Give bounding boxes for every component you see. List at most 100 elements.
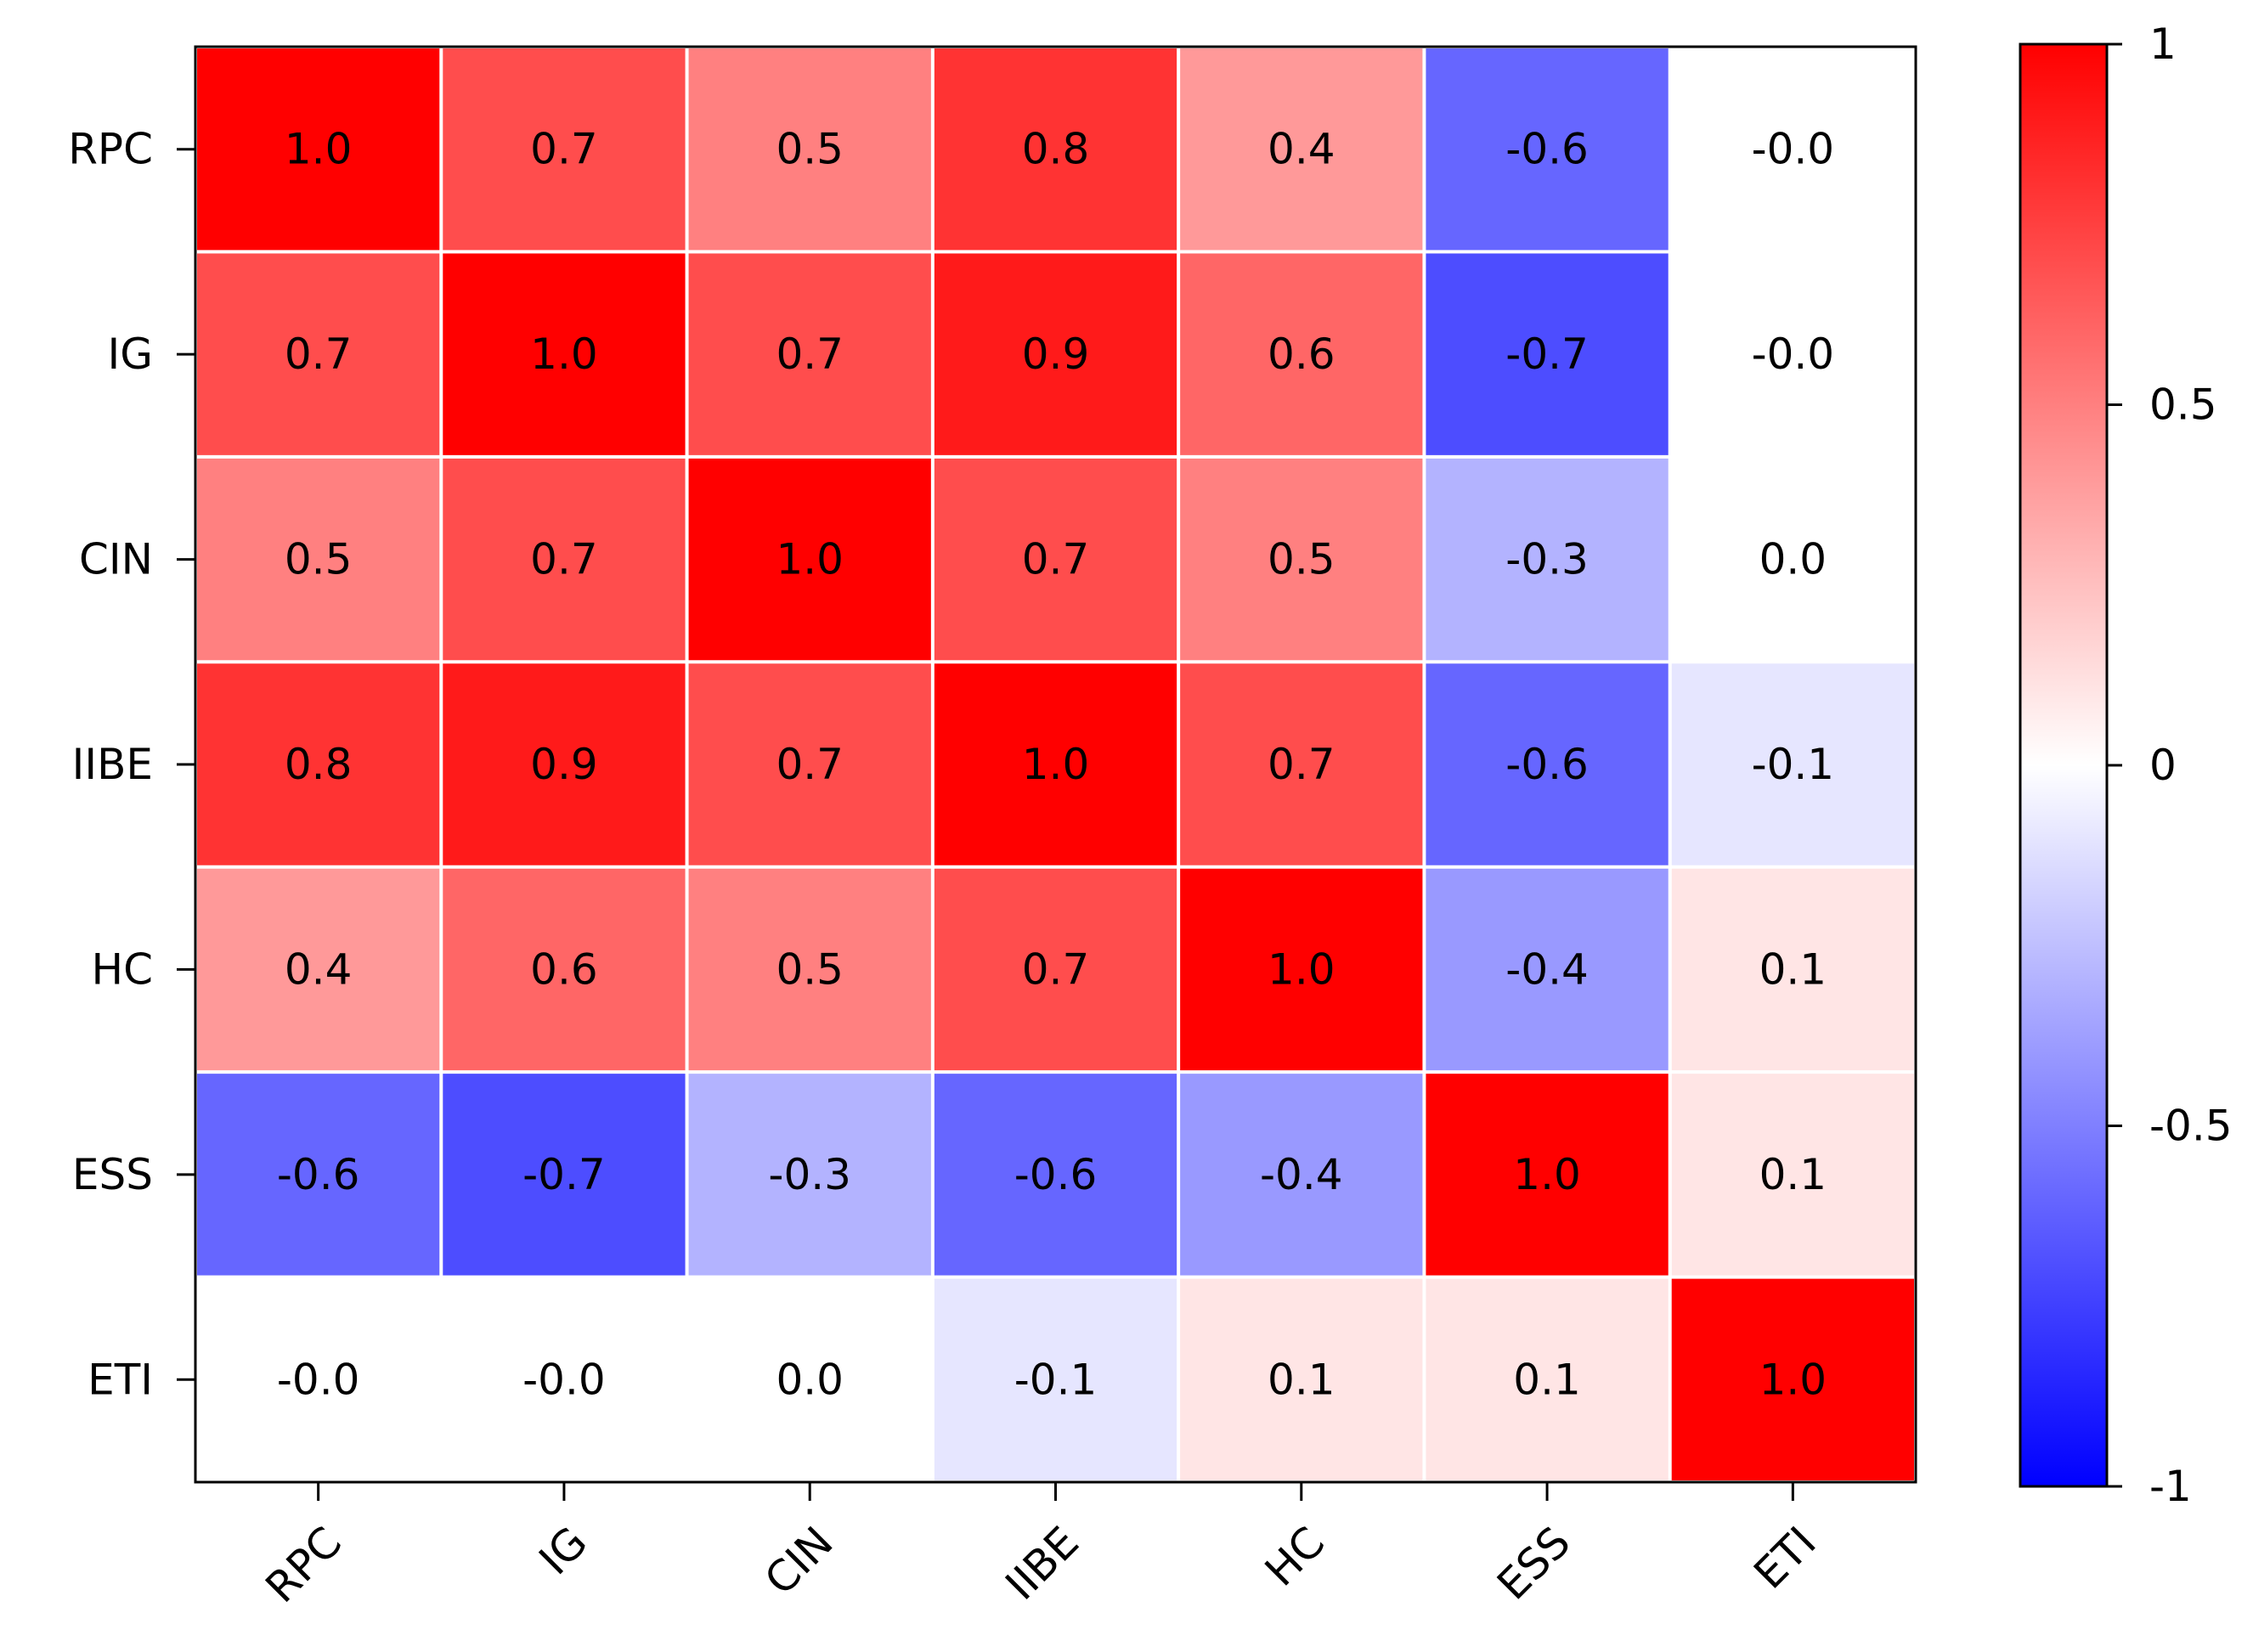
heatmap-cells xyxy=(197,48,1914,1480)
cell-value-hc-rpc: 0.4 xyxy=(285,944,353,994)
y-tick-label-cin: CIN xyxy=(79,535,153,584)
cell-value-hc-cin: 0.5 xyxy=(776,944,844,994)
cell-value-hc-ig: 0.6 xyxy=(530,944,598,994)
cell-value-eti-ig: -0.0 xyxy=(522,1355,606,1404)
y-tick-label-rpc: RPC xyxy=(68,125,153,174)
heatmap-cell-hc-cin xyxy=(688,868,931,1071)
colorbar-gradient xyxy=(2020,44,2107,1486)
heatmap-cell-iibe-cin xyxy=(688,663,931,865)
cell-value-hc-hc: 1.0 xyxy=(1268,944,1335,994)
cell-value-ig-rpc: 0.7 xyxy=(285,330,353,379)
heatmap-cell-labels: 1.0 0.7 0.5 0.8 0.4 -0.6 -0.0 0.7 1.0 0.7 0.9 0.6 -0… xyxy=(277,125,1834,1405)
heatmap-cell-ess-iibe xyxy=(934,1074,1177,1276)
cell-value-ess-ig: -0.7 xyxy=(522,1150,606,1199)
heatmap-cell-hc-ess xyxy=(1426,868,1669,1071)
y-tick-label-hc: HC xyxy=(91,944,153,994)
heatmap-cell-ess-eti xyxy=(1671,1074,1914,1276)
heatmap-cell-ig-ess xyxy=(1426,253,1669,455)
colorbar-tick-label: 1 xyxy=(2149,20,2177,69)
heatmap-cell-hc-iibe xyxy=(934,868,1177,1071)
cell-value-cin-cin: 1.0 xyxy=(776,535,844,584)
cell-value-ess-ess: 1.0 xyxy=(1513,1150,1581,1199)
heatmap-cell-eti-iibe xyxy=(934,1278,1177,1480)
colorbar-tick-label: -0.5 xyxy=(2149,1102,2233,1151)
y-tick-label-ess: ESS xyxy=(72,1150,153,1199)
heatmap-cell-iibe-rpc xyxy=(197,663,440,865)
cell-value-ess-hc: -0.4 xyxy=(1260,1150,1343,1199)
cell-value-ig-eti: -0.0 xyxy=(1752,330,1835,379)
heatmap-cell-cin-rpc xyxy=(197,458,440,661)
cell-value-iibe-ess: -0.6 xyxy=(1505,740,1589,789)
heatmap-cell-eti-cin xyxy=(688,1278,931,1480)
cell-value-ig-ig: 1.0 xyxy=(530,330,598,379)
heatmap-cell-cin-hc xyxy=(1180,458,1423,661)
heatmap-cell-ess-cin xyxy=(688,1074,931,1276)
heatmap-cell-rpc-eti xyxy=(1671,48,1914,251)
cell-value-rpc-cin: 0.5 xyxy=(776,125,844,174)
cell-value-rpc-eti: -0.0 xyxy=(1752,125,1835,174)
cell-value-iibe-eti: -0.1 xyxy=(1752,740,1835,789)
cell-value-eti-iibe: -0.1 xyxy=(1014,1355,1098,1404)
heatmap-cell-eti-ess xyxy=(1426,1278,1669,1480)
cell-value-cin-ig: 0.7 xyxy=(530,535,598,584)
cell-value-cin-rpc: 0.5 xyxy=(285,535,353,584)
cell-value-eti-eti: 1.0 xyxy=(1759,1355,1827,1404)
cell-value-eti-cin: 0.0 xyxy=(776,1355,844,1404)
cell-value-iibe-ig: 0.9 xyxy=(530,740,598,789)
y-tick-label-ig: IG xyxy=(108,330,154,379)
heatmap-cell-ess-rpc xyxy=(197,1074,440,1276)
cell-value-ig-ess: -0.7 xyxy=(1505,330,1589,379)
cell-value-rpc-iibe: 0.8 xyxy=(1022,125,1090,174)
heatmap-cell-hc-hc xyxy=(1180,868,1423,1071)
cell-value-ess-iibe: -0.6 xyxy=(1014,1150,1098,1199)
heatmap-cell-iibe-ig xyxy=(443,663,686,865)
heatmap-cell-ig-iibe xyxy=(934,253,1177,455)
heatmap-cell-cin-cin xyxy=(688,458,931,661)
colorbar-tick-label: -1 xyxy=(2149,1462,2192,1511)
heatmap-cell-rpc-cin xyxy=(688,48,931,251)
cell-value-hc-ess: -0.4 xyxy=(1505,944,1589,994)
heatmap-cell-iibe-ess xyxy=(1426,663,1669,865)
cell-value-cin-hc: 0.5 xyxy=(1268,535,1335,584)
cell-value-rpc-rpc: 1.0 xyxy=(285,125,353,174)
cell-value-hc-eti: 0.1 xyxy=(1759,944,1827,994)
heatmap-cell-iibe-eti xyxy=(1671,663,1914,865)
heatmap-cell-rpc-rpc xyxy=(197,48,440,251)
heatmap-cell-eti-eti xyxy=(1671,1278,1914,1480)
heatmap-cell-cin-ess xyxy=(1426,458,1669,661)
cell-value-eti-rpc: -0.0 xyxy=(277,1355,360,1404)
heatmap-cell-eti-hc xyxy=(1180,1278,1423,1480)
cell-value-cin-iibe: 0.7 xyxy=(1022,535,1090,584)
heatmap-cell-ess-ig xyxy=(443,1074,686,1276)
cell-value-iibe-hc: 0.7 xyxy=(1268,740,1335,789)
heatmap-cell-hc-eti xyxy=(1671,868,1914,1071)
y-tick-label-iibe: IIBE xyxy=(72,740,153,789)
cell-value-iibe-cin: 0.7 xyxy=(776,740,844,789)
heatmap-cell-ig-eti xyxy=(1671,253,1914,455)
heatmap-cell-eti-rpc xyxy=(197,1278,440,1480)
heatmap-cell-hc-ig xyxy=(443,868,686,1071)
cell-value-ess-eti: 0.1 xyxy=(1759,1150,1827,1199)
cell-value-iibe-rpc: 0.8 xyxy=(285,740,353,789)
cell-value-rpc-ig: 0.7 xyxy=(530,125,598,174)
cell-value-cin-ess: -0.3 xyxy=(1505,535,1589,584)
cell-value-ig-cin: 0.7 xyxy=(776,330,844,379)
heatmap-cell-cin-ig xyxy=(443,458,686,661)
heatmap-cell-rpc-iibe xyxy=(934,48,1177,251)
heatmap-cell-ig-hc xyxy=(1180,253,1423,455)
heatmap-cell-cin-iibe xyxy=(934,458,1177,661)
heatmap-cell-ig-rpc xyxy=(197,253,440,455)
heatmap-cell-cin-eti xyxy=(1671,458,1914,661)
y-axis: RPC IG CIN IIBE HC ESS ETI xyxy=(68,125,195,1404)
heatmap-cell-ess-hc xyxy=(1180,1074,1423,1276)
colorbar-ticks: 1 0.5 0 -0.5 -1 xyxy=(2107,20,2233,1511)
cell-value-ess-cin: -0.3 xyxy=(768,1150,851,1199)
colorbar: 1 0.5 0 -0.5 -1 xyxy=(2019,20,2233,1511)
heatmap-cell-ess-ess xyxy=(1426,1074,1669,1276)
cell-value-ess-rpc: -0.6 xyxy=(277,1150,360,1199)
cell-value-ig-iibe: 0.9 xyxy=(1022,330,1090,379)
cell-value-hc-iibe: 0.7 xyxy=(1022,944,1090,994)
heatmap-cell-iibe-iibe xyxy=(934,663,1177,865)
y-tick-label-eti: ETI xyxy=(88,1355,153,1404)
